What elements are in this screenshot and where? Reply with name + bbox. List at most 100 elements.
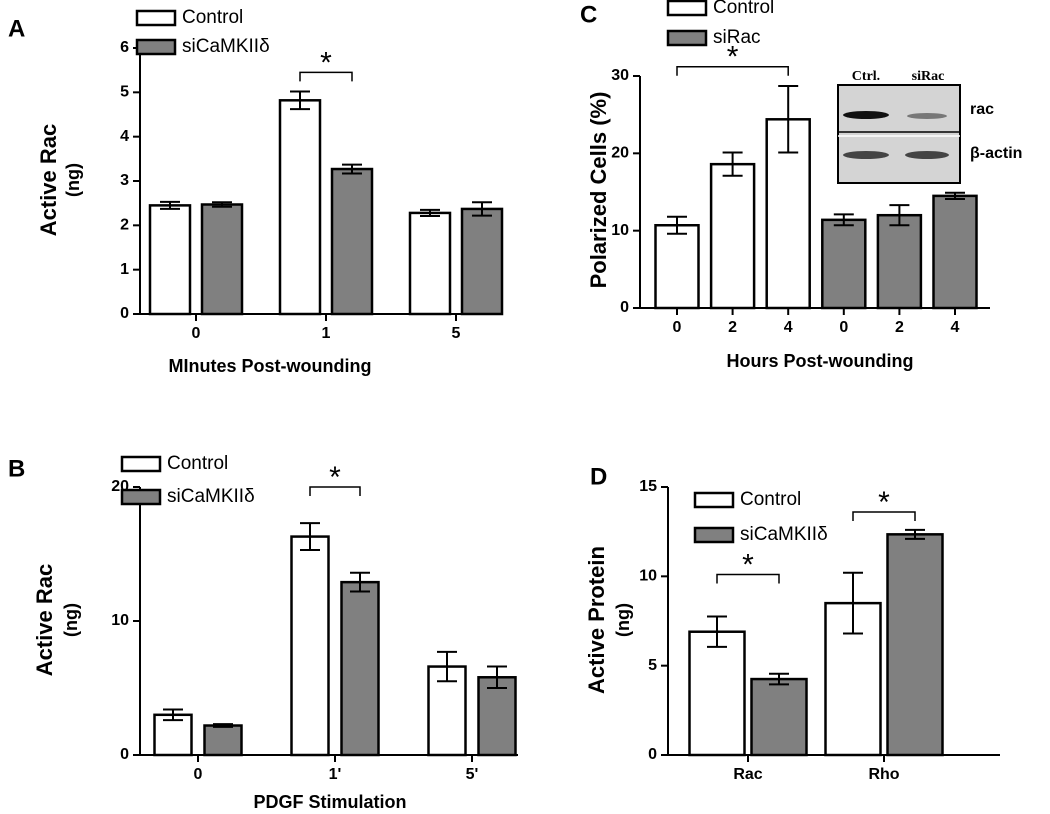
- panel-label: B: [8, 455, 25, 482]
- error-bar: [843, 571, 863, 635]
- error-bar: [212, 201, 232, 208]
- error-bar: [487, 665, 507, 689]
- significance-star: *: [320, 46, 332, 79]
- y-axis-unit: (ng): [61, 603, 81, 637]
- bar: [203, 724, 243, 757]
- x-tick-label: 5': [466, 766, 479, 783]
- blot-band: [843, 111, 889, 119]
- y-tick-label: 5: [120, 84, 129, 101]
- legend-label: siCaMKIIδ: [740, 524, 828, 545]
- y-axis-unit: (ng): [63, 163, 83, 197]
- x-tick-label: 0: [192, 325, 201, 342]
- blot-row-label: rac: [970, 101, 994, 118]
- bar: [278, 99, 322, 316]
- y-tick-label: 30: [611, 67, 629, 84]
- error-bar: [889, 204, 910, 227]
- significance-star: *: [742, 548, 754, 581]
- blot-row-label: β-actin: [970, 145, 1022, 162]
- x-tick-label: 1': [329, 766, 342, 783]
- error-bar: [160, 200, 180, 210]
- x-axis-label: MInutes Post-wounding: [169, 356, 372, 376]
- bar: [688, 630, 746, 757]
- significance-star: *: [727, 41, 739, 74]
- blot-band: [843, 151, 889, 159]
- y-tick-label: 0: [120, 746, 129, 763]
- y-axis-label: Active Rac: [36, 124, 61, 237]
- error-bar: [707, 615, 727, 648]
- legend-label: siCaMKIIδ: [167, 486, 255, 507]
- panel-label: A: [8, 15, 25, 42]
- x-tick-label: 4: [784, 319, 793, 336]
- y-tick-label: 0: [120, 305, 129, 322]
- y-tick-label: 15: [639, 478, 657, 495]
- y-tick-label: 3: [120, 172, 129, 189]
- panel-label: D: [590, 463, 607, 490]
- bar: [408, 211, 452, 316]
- y-tick-label: 0: [648, 746, 657, 763]
- error-bar: [437, 650, 457, 683]
- x-axis-label: Hours Post-wounding: [727, 351, 914, 371]
- x-axis-label: PDGF Stimulation: [254, 792, 407, 812]
- blot-frame: [837, 84, 961, 184]
- error-bar: [472, 201, 492, 217]
- significance-bracket: [852, 511, 916, 522]
- legend-label: Control: [167, 453, 228, 474]
- error-bar: [769, 672, 789, 686]
- y-tick-label: 10: [111, 612, 129, 629]
- legend-swatch: [693, 526, 735, 544]
- significance-star: *: [329, 461, 341, 494]
- y-axis-label: Active Protein: [584, 546, 609, 694]
- x-tick-label: 1: [322, 325, 331, 342]
- error-bar: [667, 215, 687, 235]
- error-bar: [833, 213, 854, 227]
- y-tick-label: 6: [120, 39, 129, 56]
- legend-swatch: [120, 455, 162, 473]
- legend-label: siCaMKIIδ: [182, 36, 270, 57]
- y-axis-unit: (ng): [613, 603, 633, 637]
- error-bar: [300, 522, 320, 551]
- error-bar: [722, 151, 743, 177]
- error-bar: [342, 163, 362, 175]
- blot-band: [905, 151, 949, 159]
- x-tick-label: 5: [452, 325, 461, 342]
- legend-swatch: [666, 0, 708, 17]
- y-tick-label: 0: [620, 299, 629, 316]
- x-tick-label: Rac: [733, 766, 762, 783]
- y-tick-label: 10: [639, 568, 657, 585]
- bar: [654, 224, 700, 310]
- legend-swatch: [135, 38, 177, 56]
- y-tick-label: 5: [648, 657, 657, 674]
- legend-label: Control: [740, 489, 801, 510]
- blot-band: [907, 113, 947, 119]
- error-bar: [213, 723, 233, 728]
- bar: [460, 207, 504, 316]
- error-bar: [905, 528, 925, 540]
- bar: [932, 194, 978, 310]
- error-bar: [945, 191, 965, 200]
- blot-column-label: Ctrl.: [852, 69, 880, 84]
- bar: [148, 204, 192, 316]
- legend-swatch: [666, 29, 708, 47]
- significance-bracket: [716, 573, 780, 584]
- legend-swatch: [135, 9, 177, 27]
- significance-bracket: [309, 486, 361, 496]
- panel-label: C: [580, 1, 597, 28]
- bar: [750, 677, 808, 757]
- y-tick-label: 10: [611, 222, 629, 239]
- significance-star: *: [878, 486, 890, 519]
- x-tick-label: 2: [728, 319, 737, 336]
- bar: [876, 213, 923, 310]
- blot-column-label: siRac: [912, 69, 945, 84]
- bar: [200, 203, 244, 316]
- error-bar: [163, 708, 183, 722]
- legend-label: Control: [182, 7, 243, 28]
- bar: [340, 580, 380, 757]
- error-bar: [290, 90, 310, 111]
- y-tick-label: 20: [611, 145, 629, 162]
- bar: [886, 533, 944, 757]
- bar: [330, 167, 374, 316]
- error-bar: [420, 208, 440, 218]
- error-bar: [350, 571, 370, 593]
